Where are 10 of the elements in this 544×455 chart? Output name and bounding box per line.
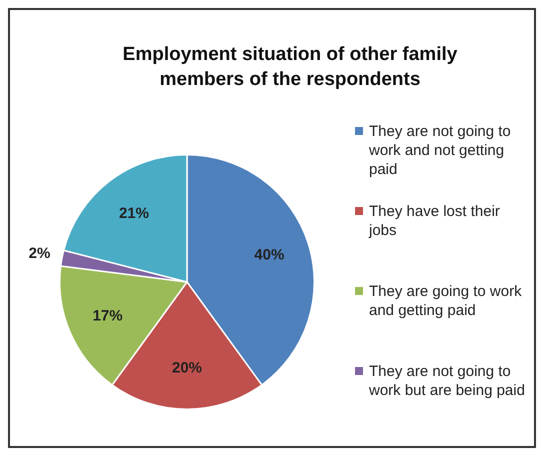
data-label: 21% (118, 204, 149, 222)
legend-label: They are going to work and getting paid (369, 282, 523, 320)
chart-title: Employment situation of other family members of the respondents (122, 43, 458, 92)
legend-label: They have lost their jobs (369, 202, 501, 240)
legend-label: They are not going to work and not getting paid (369, 122, 512, 179)
data-label: 17% (92, 308, 123, 325)
data-label: 20% (172, 360, 202, 377)
legend-label: They are not going to work but are being paid (369, 362, 526, 400)
data-label: 2% (28, 245, 50, 262)
data-label: 40% (254, 246, 284, 264)
